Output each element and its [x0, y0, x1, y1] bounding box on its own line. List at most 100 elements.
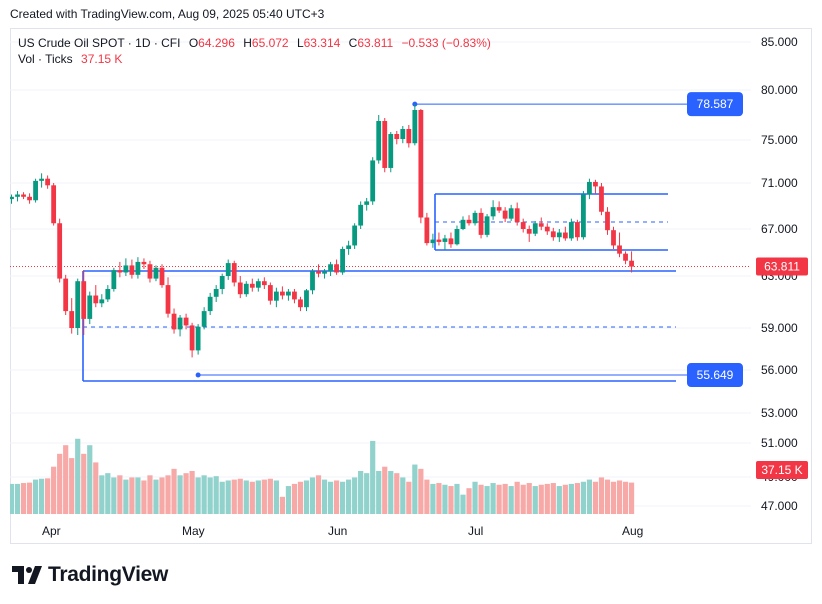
volume-bar [195, 477, 201, 514]
volume-bar [430, 483, 436, 514]
candle-body [243, 283, 249, 295]
candle-body [237, 282, 243, 295]
volume-bar [352, 477, 358, 514]
upper-level-badge-text: 78.587 [697, 97, 734, 111]
volume-bar [466, 488, 472, 514]
volume-bar [327, 481, 334, 514]
volume-bar [249, 481, 255, 514]
volume-bar [568, 483, 574, 514]
volume-bar [45, 478, 51, 514]
candle-body [45, 178, 51, 186]
candle-body [623, 253, 628, 261]
candle-body [418, 110, 424, 218]
volume-bar [147, 475, 153, 514]
time-tick-label: May [182, 524, 205, 538]
volume-bar [177, 475, 183, 514]
candle-body [304, 290, 309, 308]
candle-body [574, 222, 580, 238]
candle-body [171, 313, 177, 330]
candle-body [508, 208, 514, 219]
candle-body [195, 326, 201, 351]
volume-bar [105, 473, 111, 514]
price-axis: 85.00080.00075.00071.00067.00063.00059.0… [761, 35, 798, 513]
candle-body [117, 270, 123, 273]
volume-bar [346, 479, 352, 514]
candle-body [496, 207, 502, 211]
close-value: 63.811 [357, 36, 394, 50]
candle-body [370, 160, 376, 202]
candle-body [69, 311, 75, 328]
candle-body [556, 232, 562, 238]
volume-bar [75, 438, 81, 514]
candle-body [424, 217, 430, 244]
volume-bar [370, 440, 376, 514]
volume-bar [508, 486, 514, 514]
candle-body [27, 196, 32, 201]
volume-bar [604, 479, 611, 514]
volume-bar [279, 496, 285, 514]
candle-body [448, 238, 454, 245]
volume-bar [87, 445, 93, 514]
candle-body [280, 291, 285, 296]
volume-bar [243, 480, 249, 514]
volume-bar [189, 471, 195, 514]
volume-bar [99, 475, 105, 514]
candle-body [286, 291, 291, 296]
candle-body [213, 289, 219, 297]
candle-body [99, 299, 105, 304]
volume-bar [418, 468, 424, 514]
volume-bar [622, 481, 629, 514]
volume-bar [586, 479, 593, 514]
volume-title[interactable]: Vol · Ticks [18, 52, 73, 66]
candle-body [412, 110, 418, 144]
candle-body [394, 134, 400, 139]
candle-body [57, 223, 63, 279]
candle-body [587, 181, 592, 195]
candle-body [129, 265, 135, 275]
volume-bar [297, 481, 304, 514]
volume-bar [231, 479, 237, 514]
volume-bar [171, 468, 177, 514]
volume-bar [207, 477, 213, 514]
candle-body [490, 207, 496, 217]
time-axis: Apr May Jun Jul Aug [42, 524, 643, 538]
time-tick-label: Aug [622, 524, 643, 538]
candle-body [593, 181, 598, 187]
candle-body [352, 225, 358, 246]
candle-body [550, 231, 556, 238]
candle-body [183, 317, 189, 326]
volume-bar [39, 478, 45, 514]
candle-body [153, 267, 159, 279]
volume-bar [81, 453, 87, 514]
symbol-title[interactable]: US Crude Oil SPOT · 1D · CFI [18, 36, 181, 50]
volume-bar [321, 479, 328, 514]
candle-body [189, 325, 195, 351]
candle-body [364, 201, 370, 205]
candle-body [111, 270, 117, 290]
candle-body [39, 178, 44, 181]
price-chart[interactable]: 85.00080.00075.00071.00067.00063.00059.0… [10, 28, 812, 544]
upper-level-badge-box [687, 92, 743, 117]
volume-bar [388, 471, 394, 514]
volume-bar [526, 483, 532, 514]
volume-bar [538, 484, 544, 514]
candle-body [484, 216, 490, 235]
candle-body [334, 264, 339, 273]
tradingview-logo[interactable]: TradingView [12, 562, 168, 588]
tradingview-logo-icon [12, 566, 42, 584]
candle-body [292, 291, 297, 300]
volume-bar [159, 477, 165, 514]
candle-body [514, 208, 520, 223]
candle-body [135, 261, 141, 275]
candle-body [298, 299, 303, 308]
volume-bar [616, 480, 623, 514]
candle-body [538, 223, 544, 227]
time-tick-label: Jun [328, 524, 347, 538]
candle-body [159, 267, 165, 286]
volume-bar [291, 483, 298, 514]
volume-bar [285, 486, 292, 514]
low-value: 63.314 [303, 36, 341, 50]
legend-price-row: US Crude Oil SPOT · 1D · CFI O64.296 H65… [18, 35, 491, 51]
volume-bar [183, 473, 189, 514]
volume-bar [333, 480, 340, 514]
